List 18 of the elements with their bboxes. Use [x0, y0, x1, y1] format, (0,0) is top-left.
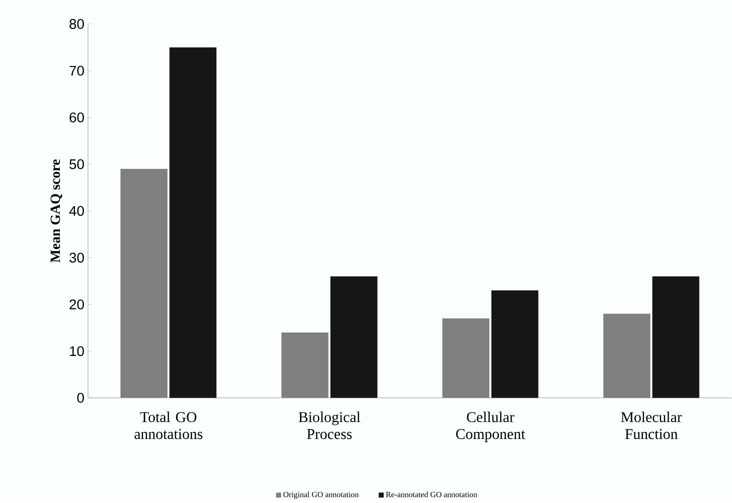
bar — [652, 276, 700, 398]
y-tick-label: 80 — [70, 19, 84, 30]
y-tick-label: 30 — [69, 252, 84, 263]
y-tick-label: 40 — [69, 206, 84, 216]
y-tick-label: 0 — [77, 393, 84, 404]
y-axis-title: Mean GAQ score — [50, 160, 62, 263]
bar — [491, 290, 538, 398]
x-tick-label: Cellular Component — [456, 412, 526, 442]
x-tick-label: Total GO annotations — [134, 412, 202, 440]
bar — [169, 48, 216, 398]
y-tick-label: 50 — [70, 159, 84, 170]
y-tick-label: 70 — [70, 66, 84, 76]
y-tick-label: 20 — [70, 300, 84, 310]
bar — [330, 276, 378, 398]
y-tick-label: 10 — [70, 346, 84, 356]
x-tick-label: Molecular Function — [621, 412, 682, 440]
y-tick-label: 60 — [70, 112, 84, 123]
x-tick-label: Biological Process — [298, 412, 360, 440]
